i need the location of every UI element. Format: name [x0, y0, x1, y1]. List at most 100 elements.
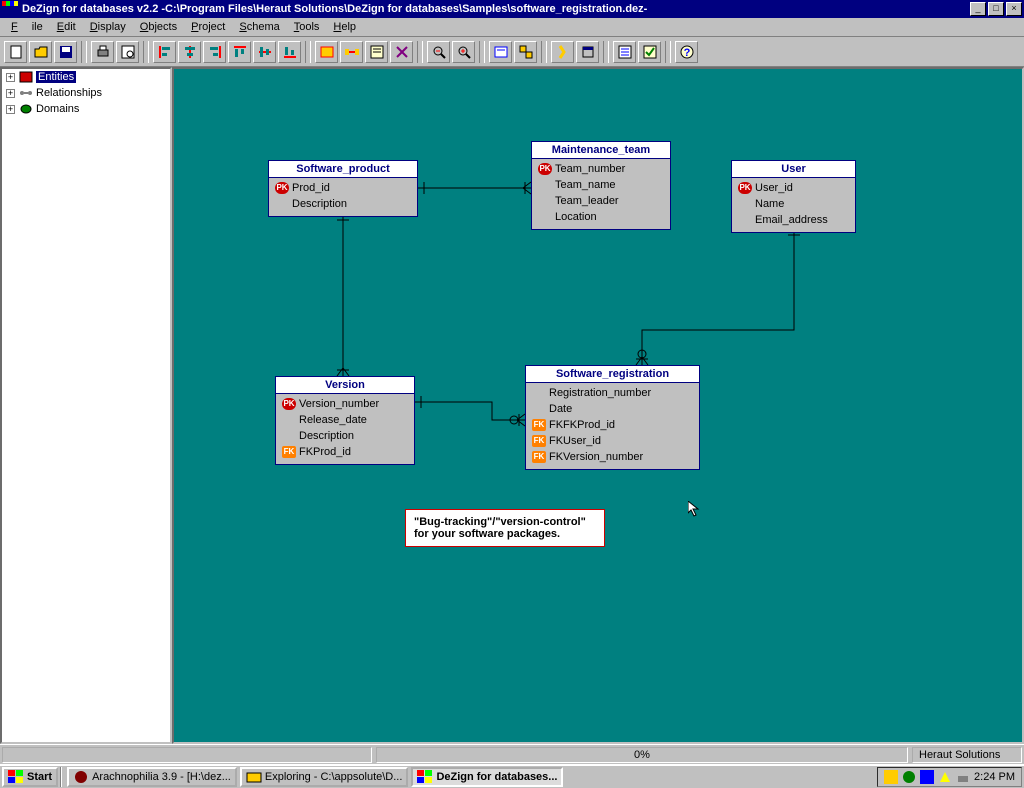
app-icon — [2, 1, 18, 17]
app-icon — [417, 770, 433, 784]
align-bottom-button[interactable] — [278, 41, 301, 63]
entity-attribute: FKFKVersion_number — [532, 449, 693, 465]
entity-attribute: Release_date — [282, 412, 408, 428]
titlebar: DeZign for databases v2.2 -C:\Program Fi… — [0, 0, 1024, 18]
gen-report-button[interactable] — [514, 41, 537, 63]
entity-attribute: Email_address — [738, 212, 849, 228]
menu-help[interactable]: Help — [326, 19, 363, 35]
status-message — [2, 747, 372, 763]
menu-display[interactable]: Display — [83, 19, 133, 35]
align-top-button[interactable] — [228, 41, 251, 63]
add-relation-button[interactable] — [340, 41, 363, 63]
system-tray[interactable]: 2:24 PM — [877, 767, 1022, 787]
pk-icon: PK — [538, 163, 552, 175]
print-button[interactable] — [91, 41, 114, 63]
tray-icon — [884, 770, 898, 784]
domain-icon — [19, 103, 33, 115]
explorer-icon — [246, 770, 262, 784]
run-button[interactable] — [551, 41, 574, 63]
entity-title: Software_registration — [526, 366, 699, 383]
taskbar-item[interactable]: DeZign for databases... — [411, 767, 563, 787]
menu-project[interactable]: Project — [184, 19, 232, 35]
expand-icon[interactable]: + — [6, 105, 15, 114]
delete-tool-button[interactable] — [390, 41, 413, 63]
diagram-canvas[interactable]: Software_productPKProd_idDescriptionMain… — [172, 67, 1024, 744]
entity-title: Maintenance_team — [532, 142, 670, 159]
fk-icon: FK — [532, 419, 546, 431]
entity-title: User — [732, 161, 855, 178]
minimize-button[interactable]: _ — [970, 2, 986, 16]
entity-attribute: Description — [275, 196, 411, 212]
close-button[interactable]: × — [1006, 2, 1022, 16]
tray-icon — [956, 770, 970, 784]
statusbar: 0% Heraut Solutions — [0, 744, 1024, 764]
entity-attribute: PKProd_id — [275, 180, 411, 196]
tray-icon — [938, 770, 952, 784]
add-entity-button[interactable] — [315, 41, 338, 63]
align-middle-button[interactable] — [253, 41, 276, 63]
expand-icon[interactable]: + — [6, 89, 15, 98]
entity-attribute: Team_leader — [538, 193, 664, 209]
entity-software_product[interactable]: Software_product PKProd_idDescription — [268, 160, 418, 217]
entity-attribute: Description — [282, 428, 408, 444]
zoom-in-button[interactable] — [452, 41, 475, 63]
pk-icon: PK — [275, 182, 289, 194]
entity-attribute: PKUser_id — [738, 180, 849, 196]
expand-icon[interactable]: + — [6, 73, 15, 82]
menu-edit[interactable]: Edit — [50, 19, 83, 35]
tree-panel: + Entities + Relationships + Domains — [0, 67, 172, 744]
entity-software_registration[interactable]: Software_registration Registration_number… — [525, 365, 700, 470]
fk-icon: FK — [282, 446, 296, 458]
maximize-button[interactable]: □ — [988, 2, 1004, 16]
status-progress: 0% — [376, 747, 908, 763]
entity-attribute: PKTeam_number — [538, 161, 664, 177]
svg-text:?: ? — [683, 47, 690, 59]
print-preview-button[interactable] — [116, 41, 139, 63]
entity-title: Version — [276, 377, 414, 394]
tree-item-domains[interactable]: + Domains — [2, 101, 170, 117]
menu-file[interactable]: File — [4, 19, 50, 35]
entity-attribute: Location — [538, 209, 664, 225]
relationship-icon — [19, 87, 33, 99]
taskbar-item[interactable]: Arachnophilia 3.9 - [H:\dez... — [67, 767, 237, 787]
menu-schema[interactable]: Schema — [232, 19, 286, 35]
options-button[interactable] — [613, 41, 636, 63]
tree-item-relationships[interactable]: + Relationships — [2, 85, 170, 101]
entity-attribute: Date — [532, 401, 693, 417]
pk-icon: PK — [282, 398, 296, 410]
new-button[interactable] — [4, 41, 27, 63]
save-button[interactable] — [54, 41, 77, 63]
open-button[interactable] — [29, 41, 52, 63]
wizard-button[interactable] — [576, 41, 599, 63]
entity-icon — [19, 71, 33, 83]
gen-ddl-button[interactable] — [489, 41, 512, 63]
help-button[interactable]: ? — [675, 41, 698, 63]
align-center-button[interactable] — [178, 41, 201, 63]
check-button[interactable] — [638, 41, 661, 63]
menu-objects[interactable]: Objects — [133, 19, 184, 35]
tray-icon — [902, 770, 916, 784]
clock: 2:24 PM — [974, 771, 1015, 783]
entity-title: Software_product — [269, 161, 417, 178]
menu-tools[interactable]: Tools — [287, 19, 327, 35]
tree-item-entities[interactable]: + Entities — [2, 69, 170, 85]
add-note-button[interactable] — [365, 41, 388, 63]
entity-maintenance_team[interactable]: Maintenance_team PKTeam_numberTeam_nameTe… — [531, 141, 671, 230]
entity-attribute: FKFKFKProd_id — [532, 417, 693, 433]
entity-user[interactable]: User PKUser_idNameEmail_address — [731, 160, 856, 233]
zoom-out-button[interactable] — [427, 41, 450, 63]
entity-attribute: PKVersion_number — [282, 396, 408, 412]
align-left-button[interactable] — [153, 41, 176, 63]
entity-attribute: Name — [738, 196, 849, 212]
align-right-button[interactable] — [203, 41, 226, 63]
tray-icon — [920, 770, 934, 784]
diagram-note[interactable]: "Bug-tracking"/"version-control" for you… — [405, 509, 605, 547]
entity-attribute: Team_name — [538, 177, 664, 193]
menubar: File Edit Display Objects Project Schema… — [0, 18, 1024, 37]
fk-icon: FK — [532, 435, 546, 447]
entity-attribute: Registration_number — [532, 385, 693, 401]
start-button[interactable]: Start — [2, 767, 58, 787]
taskbar-item[interactable]: Exploring - C:\appsolute\D... — [240, 767, 409, 787]
entity-version[interactable]: Version PKVersion_numberRelease_dateDescr… — [275, 376, 415, 465]
status-vendor: Heraut Solutions — [912, 747, 1022, 763]
